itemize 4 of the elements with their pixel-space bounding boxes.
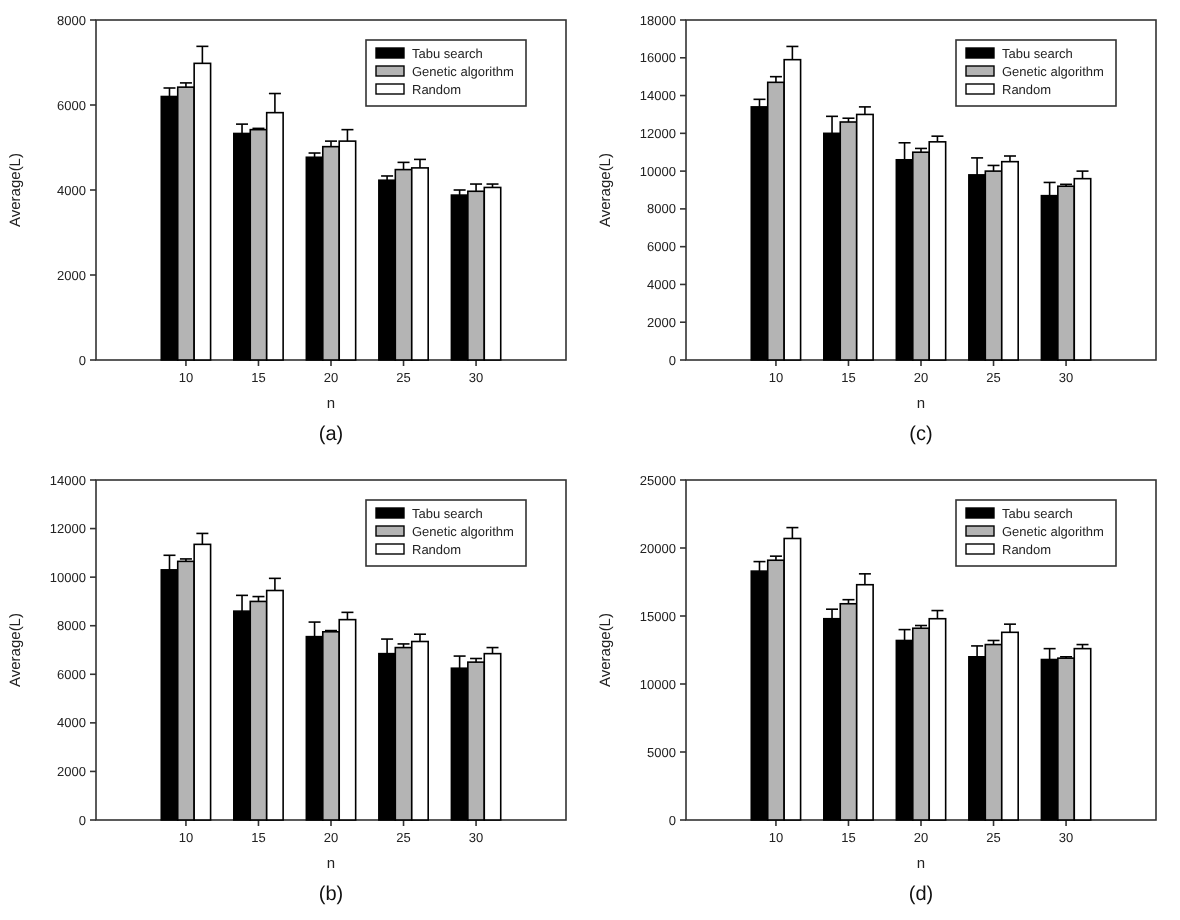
text: (b) [318,884,344,906]
text: (d) [908,884,934,906]
text: (c) [909,424,933,446]
text: (a) [318,424,344,446]
